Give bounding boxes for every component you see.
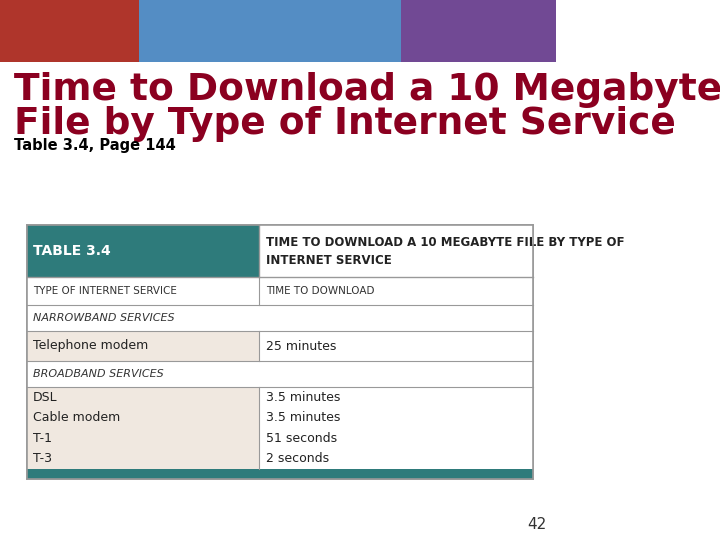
Text: File by Type of Internet Service: File by Type of Internet Service [14,106,676,142]
Bar [402,0,556,62]
Bar [27,225,533,479]
Bar [27,305,533,331]
Bar [258,331,533,361]
Text: TIME TO DOWNLOAD A 10 MEGABYTE FILE BY TYPE OF
INTERNET SERVICE: TIME TO DOWNLOAD A 10 MEGABYTE FILE BY T… [266,235,625,267]
Text: TIME TO DOWNLOAD: TIME TO DOWNLOAD [266,286,375,296]
Bar [27,387,258,469]
Bar [139,0,402,62]
Text: 2 seconds: 2 seconds [266,453,330,465]
Text: TYPE OF INTERNET SERVICE: TYPE OF INTERNET SERVICE [33,286,177,296]
Text: Table 3.4, Page 144: Table 3.4, Page 144 [14,138,176,153]
Text: 42: 42 [527,517,546,532]
Text: BROADBAND SERVICES: BROADBAND SERVICES [33,369,164,379]
Bar [0,0,556,62]
Text: 25 minutes: 25 minutes [266,340,337,353]
Text: NARROWBAND SERVICES: NARROWBAND SERVICES [33,313,175,323]
Text: Time to Download a 10 Megabyte: Time to Download a 10 Megabyte [14,72,720,108]
Text: DSL: DSL [33,391,58,404]
Text: TABLE 3.4: TABLE 3.4 [33,244,111,258]
Bar [258,387,533,469]
Text: T-3: T-3 [33,453,52,465]
Text: 3.5 minutes: 3.5 minutes [266,411,341,424]
Text: 3.5 minutes: 3.5 minutes [266,391,341,404]
Bar [0,0,139,62]
Text: Telephone modem: Telephone modem [33,340,148,353]
Bar [258,225,533,277]
Text: 51 seconds: 51 seconds [266,432,338,445]
Bar [27,331,258,361]
Bar [27,361,533,387]
Bar [27,469,533,479]
Text: T-1: T-1 [33,432,52,445]
Bar [27,277,533,305]
Text: Cable modem: Cable modem [33,411,120,424]
Bar [27,225,258,277]
